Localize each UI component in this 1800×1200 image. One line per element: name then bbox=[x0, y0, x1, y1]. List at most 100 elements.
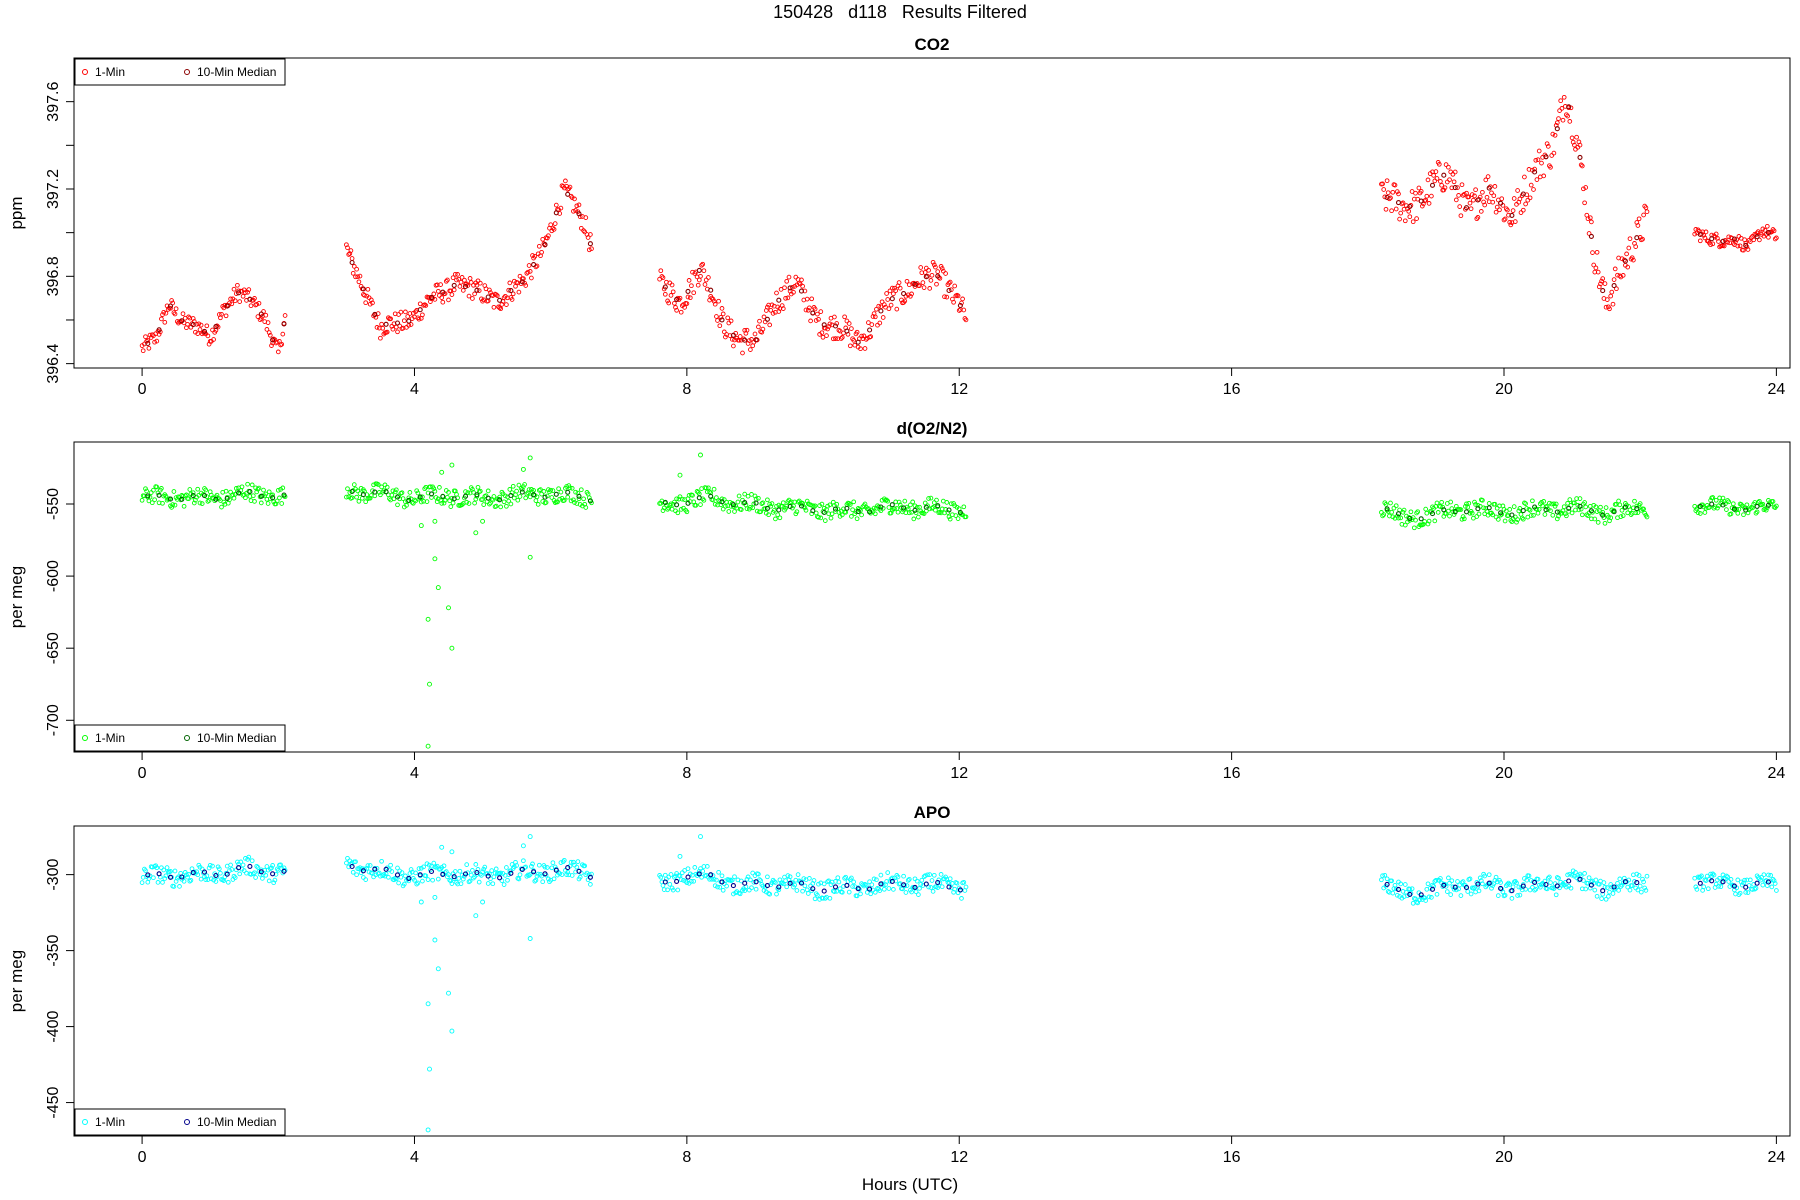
apo-outlier-point bbox=[527, 936, 533, 941]
o2n2-1min-point bbox=[1553, 501, 1559, 507]
o2n2-median-point bbox=[553, 491, 559, 497]
apo-median-point bbox=[923, 881, 929, 887]
o2n2-1min-point bbox=[203, 487, 209, 493]
apo-1min-point bbox=[679, 870, 685, 876]
co2-1min-point bbox=[1582, 200, 1587, 206]
apo-median-point bbox=[428, 868, 435, 875]
apo-y-axis-label: per meg bbox=[7, 950, 26, 1012]
apo-outlier-point bbox=[432, 937, 438, 943]
co2-1min-point bbox=[373, 314, 379, 320]
o2n2-1min-point bbox=[1536, 506, 1542, 512]
apo-1min-point bbox=[787, 874, 793, 880]
o2n2-1min-point bbox=[501, 499, 507, 505]
o2n2-median-point bbox=[1441, 507, 1447, 513]
apo-1min-point bbox=[760, 883, 766, 889]
apo-median-point bbox=[179, 874, 185, 880]
apo-1min-point bbox=[1758, 877, 1763, 883]
co2-median-point bbox=[662, 284, 668, 290]
o2n2-1min-point bbox=[658, 501, 664, 506]
co2-1min-point bbox=[706, 275, 711, 280]
o2n2-1min-point bbox=[428, 484, 433, 490]
o2n2-x-tick-label: 20 bbox=[1495, 765, 1513, 782]
apo-1min-point bbox=[1711, 872, 1717, 878]
o2n2-1min-point bbox=[143, 486, 148, 492]
o2n2-1min-point bbox=[1458, 507, 1464, 512]
o2n2-1min-point bbox=[1519, 515, 1525, 521]
co2-1min-point bbox=[1619, 256, 1625, 262]
apo-1min-point bbox=[480, 869, 485, 875]
apo-1min-point bbox=[1398, 881, 1404, 887]
o2n2-1min-point bbox=[406, 495, 412, 501]
o2n2-1min-point bbox=[758, 509, 763, 515]
co2-legend-label-1min: 1-Min bbox=[95, 65, 125, 79]
o2n2-1min-point bbox=[1728, 511, 1734, 517]
co2-1min-point bbox=[796, 280, 802, 286]
co2-1min-point bbox=[1581, 186, 1586, 192]
apo-1min-point bbox=[214, 874, 220, 880]
apo-median-point bbox=[451, 874, 457, 880]
co2-1min-point bbox=[1501, 217, 1507, 223]
co2-1min-point bbox=[510, 291, 516, 297]
apo-1min-point bbox=[253, 875, 258, 880]
co2-1min-point bbox=[438, 282, 443, 287]
o2n2-outlier-point bbox=[527, 455, 533, 461]
co2-1min-point bbox=[1598, 281, 1603, 287]
o2n2-1min-point bbox=[543, 500, 549, 505]
co2-1min-point bbox=[896, 280, 902, 285]
o2n2-1min-point bbox=[493, 503, 499, 509]
apo-median-point bbox=[1697, 880, 1703, 886]
apo-1min-point bbox=[1394, 892, 1400, 898]
apo-1min-point bbox=[434, 863, 440, 869]
apo-y-tick-label: -450 bbox=[45, 1086, 62, 1118]
apo-1min-point bbox=[266, 878, 272, 884]
co2-1min-point bbox=[193, 329, 198, 335]
co2-median-point bbox=[553, 210, 559, 216]
o2n2-1min-point bbox=[431, 486, 437, 492]
co2-1min-point bbox=[1490, 199, 1496, 205]
co2-1min-point bbox=[154, 338, 160, 344]
co2-median-point bbox=[719, 317, 725, 323]
co2-median-point bbox=[224, 303, 230, 309]
apo-1min-point bbox=[1449, 878, 1455, 884]
apo-1min-point bbox=[1402, 882, 1408, 887]
o2n2-median-point bbox=[798, 503, 805, 509]
co2-1min-point bbox=[834, 321, 840, 326]
co2-1min-point bbox=[1534, 177, 1540, 182]
o2n2-1min-point bbox=[1466, 500, 1472, 506]
apo-1min-point bbox=[476, 879, 482, 885]
co2-1min-point bbox=[1507, 219, 1513, 225]
o2n2-1min-point bbox=[197, 500, 203, 506]
co2-1min-point bbox=[1520, 207, 1526, 213]
co2-1min-point bbox=[395, 329, 400, 335]
co2-1min-point bbox=[439, 295, 445, 300]
apo-plot-frame bbox=[73, 825, 1791, 1137]
apo-1min-point bbox=[139, 880, 145, 885]
o2n2-median-point bbox=[1509, 512, 1515, 518]
o2n2-x-tick-label: 24 bbox=[1767, 765, 1785, 782]
co2-1min-point bbox=[1484, 194, 1490, 200]
apo-1min-point bbox=[206, 865, 212, 871]
co2-1min-point bbox=[445, 277, 450, 283]
co2-1min-point bbox=[809, 296, 815, 302]
o2n2-median-point bbox=[201, 493, 208, 499]
apo-1min-point bbox=[1422, 895, 1427, 901]
co2-1min-point bbox=[893, 288, 899, 293]
apo-1min-point bbox=[1637, 883, 1643, 889]
o2n2-1min-point bbox=[1438, 504, 1443, 509]
co2-legend-marker-1min bbox=[82, 69, 88, 75]
apo-outlier-point bbox=[432, 894, 438, 900]
apo-1min-point bbox=[184, 872, 189, 878]
apo-median-point bbox=[1452, 884, 1458, 890]
apo-median-point bbox=[576, 868, 582, 874]
apo-median-point bbox=[281, 868, 287, 874]
apo-1min-point bbox=[1710, 871, 1716, 877]
co2-1min-point bbox=[232, 298, 238, 304]
co2-median-point bbox=[935, 273, 941, 279]
o2n2-1min-point bbox=[872, 511, 878, 517]
apo-1min-point bbox=[269, 865, 274, 871]
apo-1min-point bbox=[1553, 892, 1559, 898]
co2-median-point bbox=[1765, 230, 1771, 236]
apo-1min-point bbox=[1468, 891, 1474, 897]
apo-1min-point bbox=[1417, 897, 1423, 902]
o2n2-1min-point bbox=[735, 499, 741, 505]
